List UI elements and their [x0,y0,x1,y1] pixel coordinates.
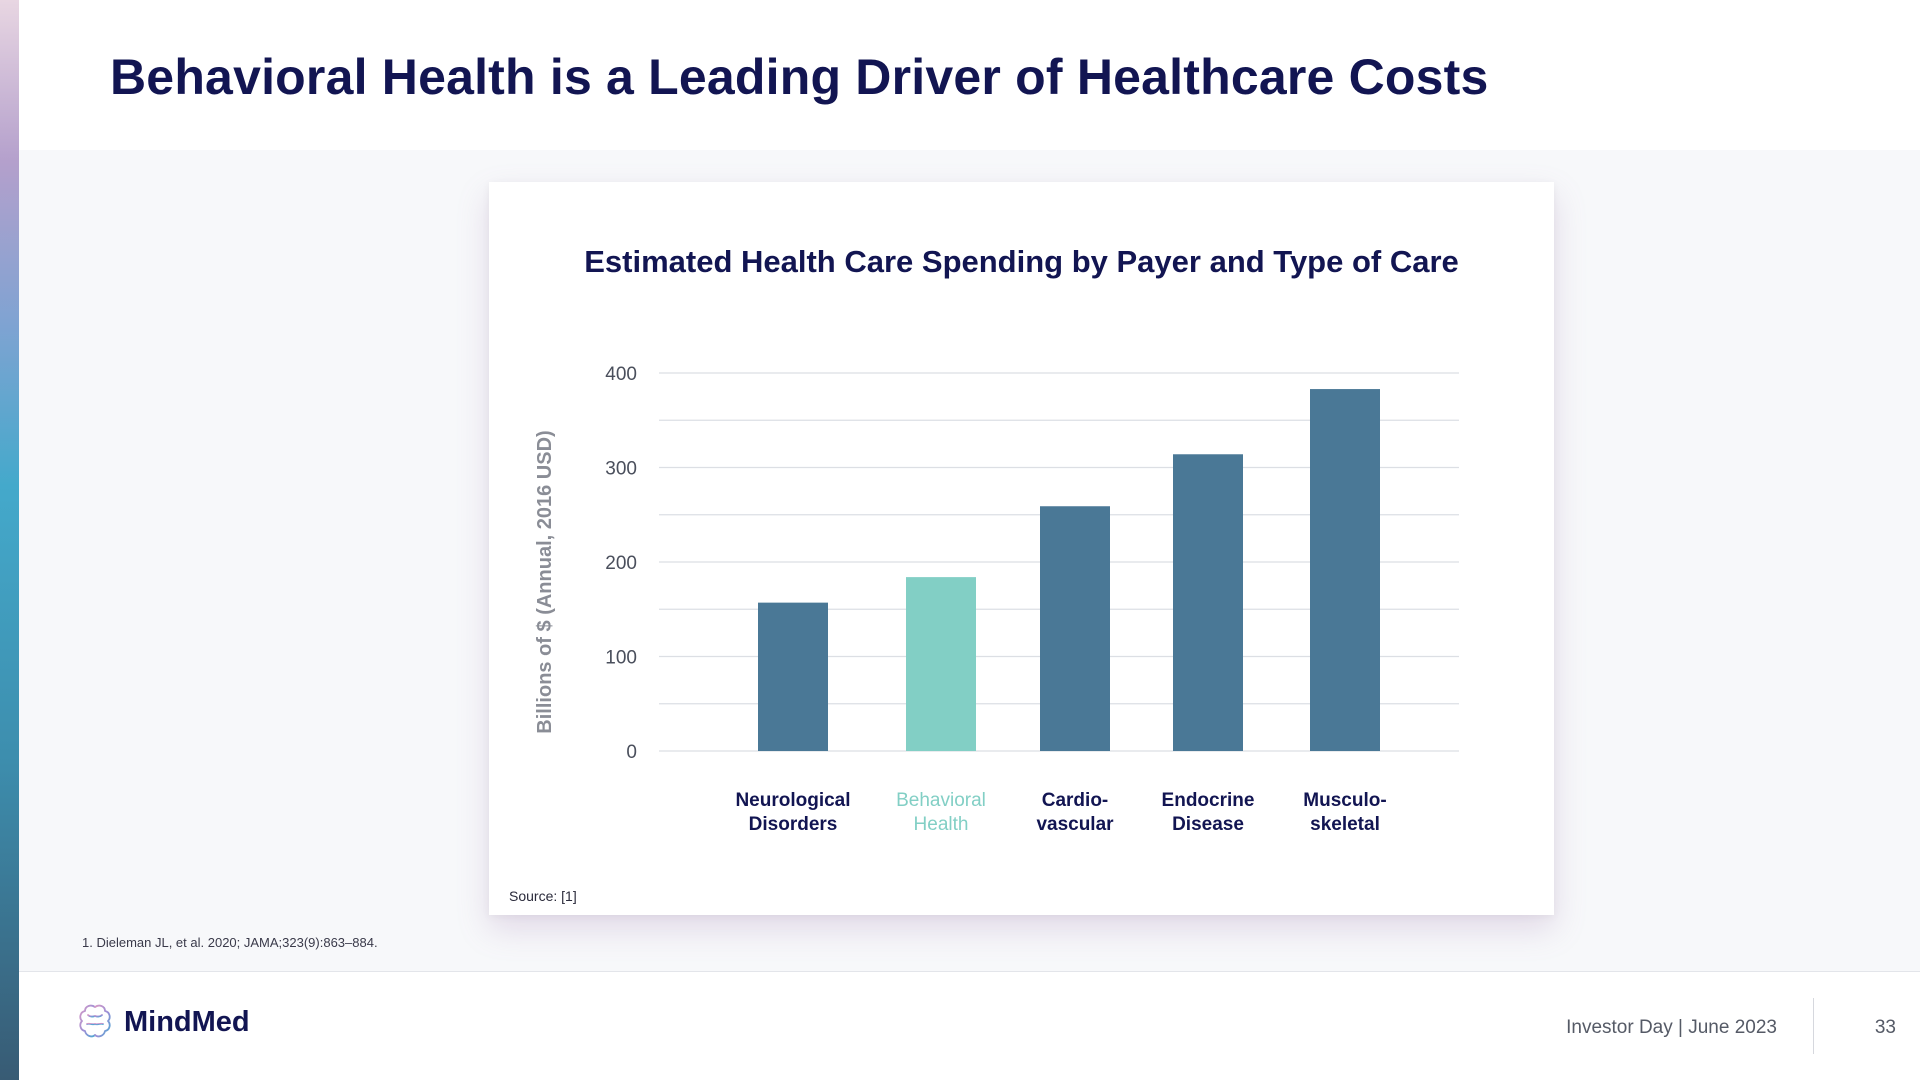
footnote: 1. Dieleman JL, et al. 2020; JAMA;323(9)… [82,935,378,950]
footer-vertical-divider [1813,998,1814,1054]
y-tick-label: 100 [605,648,637,669]
x-category-label: Neurological [735,790,850,811]
x-category-label: Musculo- [1303,790,1386,811]
x-category-label: Disorders [749,814,838,835]
chart-source: Source: [1] [509,888,577,904]
brain-icon [79,1004,111,1038]
accent-gradient-bar [0,0,19,1080]
bar-chart: 0 100 200 300 400 Billions of $ (Annual, 2016… [534,364,1459,835]
chart-card: Estimated Health Care Spending by Payer … [489,182,1554,915]
x-category-label: skeletal [1310,814,1380,835]
page-number: 33 [1874,1017,1896,1038]
bar [906,577,976,751]
bar [1173,454,1243,751]
x-category-label: vascular [1036,814,1114,835]
y-tick-label: 0 [626,742,637,763]
x-category-label: Behavioral [896,790,986,811]
x-category-label: Disease [1172,814,1244,835]
brand-name: MindMed [124,1005,250,1038]
footer-event: Investor Day | June 2023 [1566,1017,1777,1038]
y-tick-label: 300 [605,459,637,480]
bar [1040,506,1110,751]
footer-divider-line [19,971,1920,972]
bar [1310,389,1380,751]
chart-title: Estimated Health Care Spending by Payer … [584,244,1459,279]
bar [758,602,828,751]
y-tick-label: 400 [605,364,637,385]
y-axis-label: Billions of $ (Annual, 2016 USD) [534,430,556,733]
brand-logo: MindMed [76,1002,250,1042]
y-tick-label: 200 [605,553,637,574]
x-category-label: Endocrine [1162,790,1255,811]
slide-title: Behavioral Health is a Leading Driver of… [110,49,1489,105]
x-category-label: Cardio- [1042,790,1109,811]
x-category-label: Health [914,814,969,835]
